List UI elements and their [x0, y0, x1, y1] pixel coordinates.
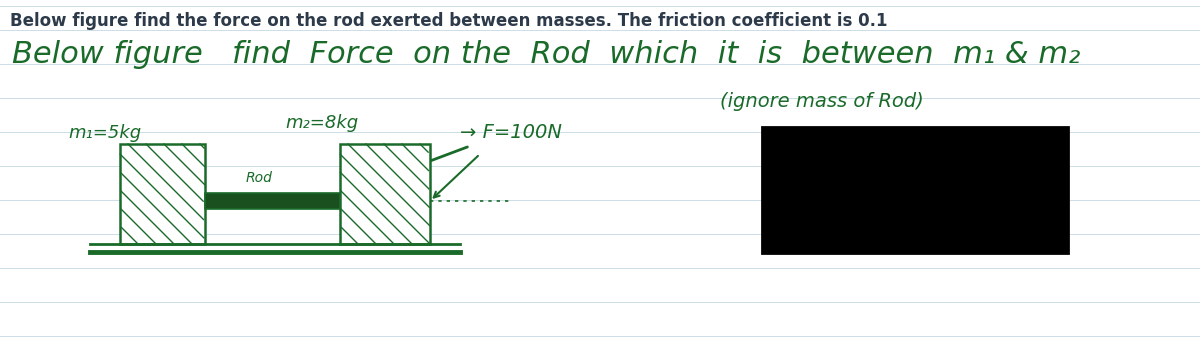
Text: m₁=5kg: m₁=5kg	[68, 124, 142, 142]
Text: Below figure   find  Force  on the  Rod  which  it  is  between  m₁ & m₂: Below figure find Force on the Rod which…	[12, 40, 1080, 69]
Text: → F=100N: → F=100N	[460, 123, 562, 142]
Bar	[762, 127, 1068, 253]
Bar	[340, 144, 430, 244]
Text: Below figure find the force on the rod exerted between masses. The friction coef: Below figure find the force on the rod e…	[10, 12, 888, 30]
Bar	[120, 144, 205, 244]
Text: Rod: Rod	[246, 171, 272, 185]
Text: m₂=8kg: m₂=8kg	[286, 114, 358, 132]
Text: (ignore mass of Rod): (ignore mass of Rod)	[720, 92, 924, 111]
Bar	[205, 193, 340, 209]
